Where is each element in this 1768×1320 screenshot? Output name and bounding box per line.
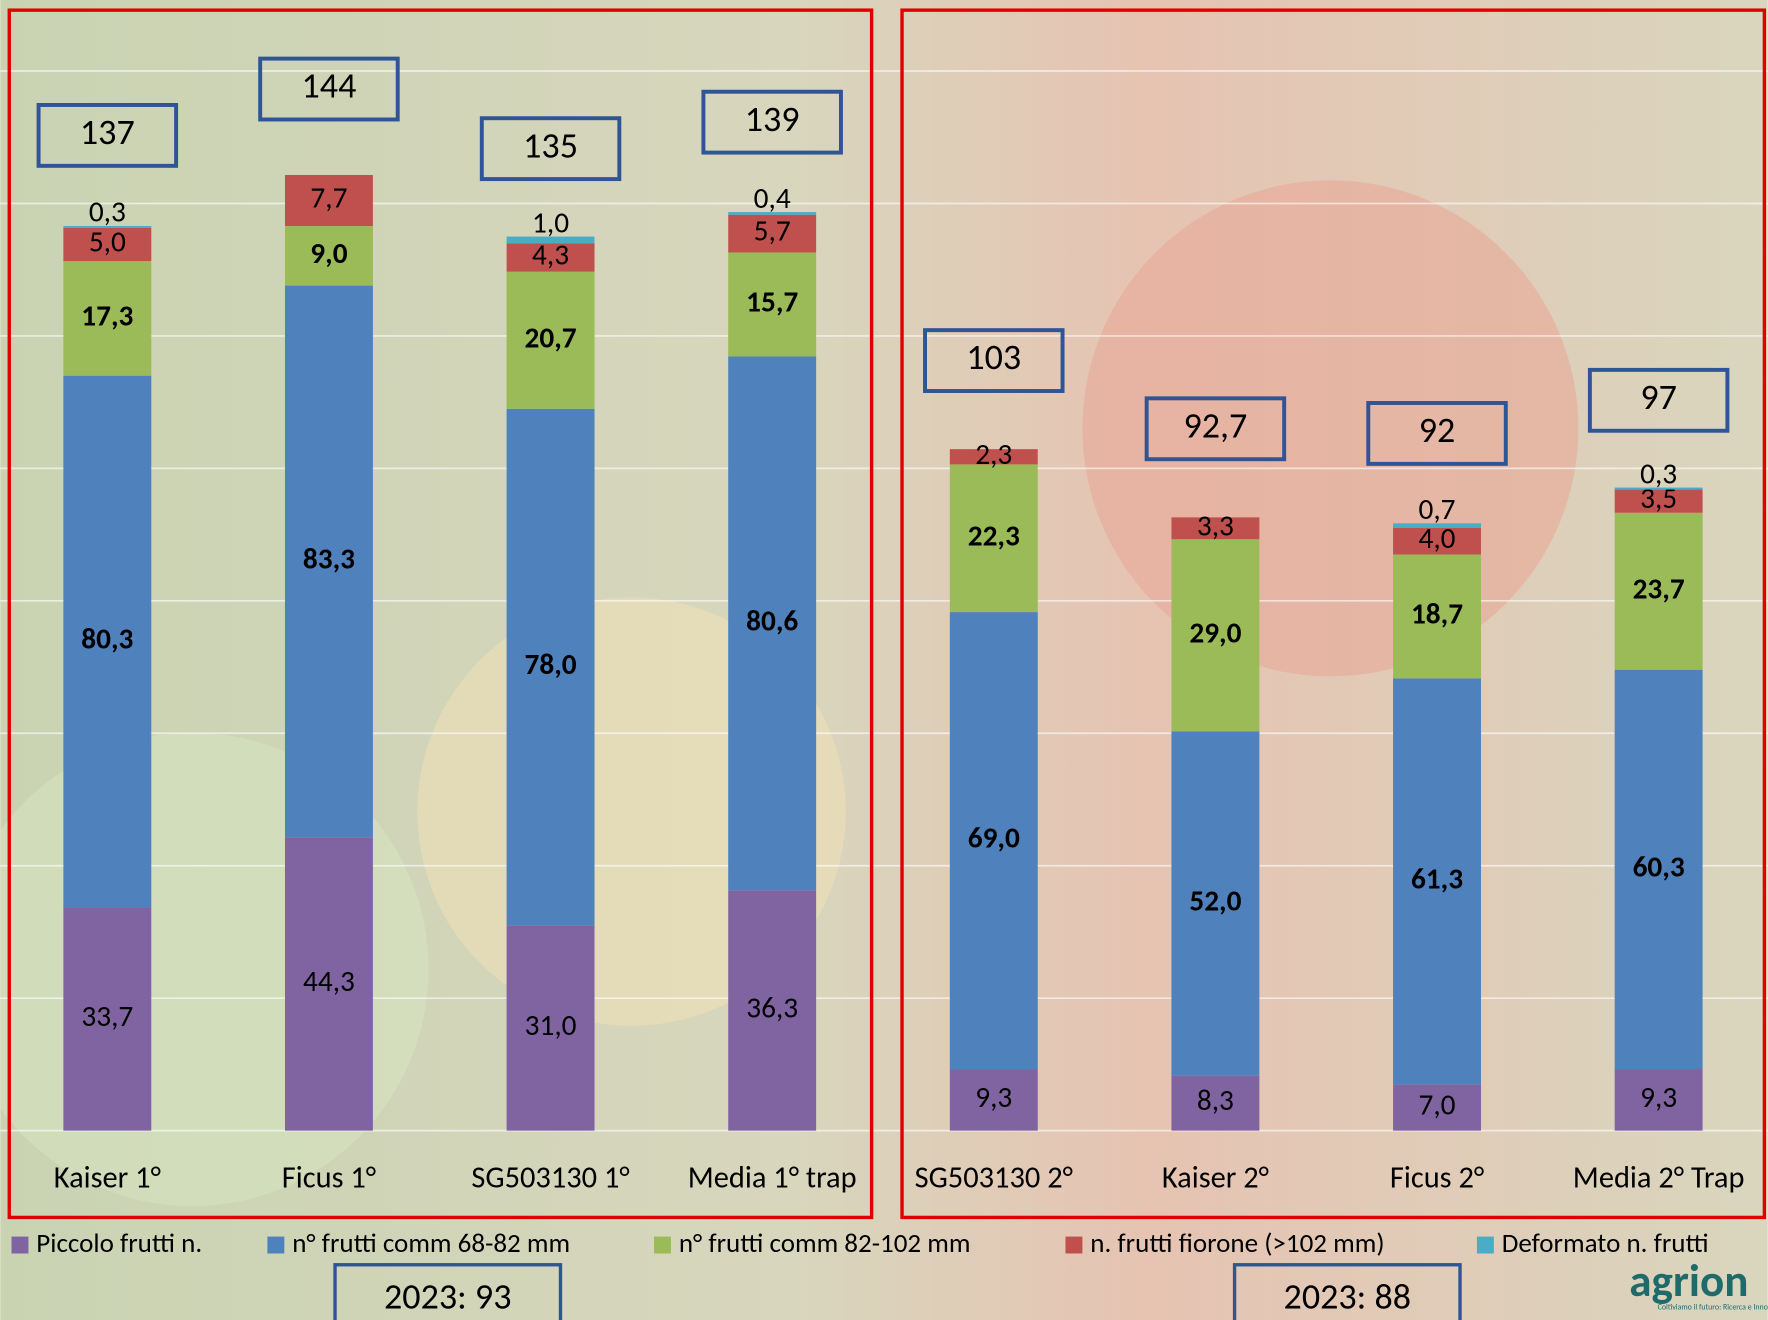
data-label: 80,3	[81, 621, 133, 657]
group-label: 2023: 93	[384, 1274, 511, 1318]
data-label: 29,0	[1189, 614, 1241, 650]
data-label: 9,0	[310, 235, 347, 271]
data-label: 83,3	[303, 541, 355, 577]
data-label: 52,0	[1189, 883, 1241, 919]
data-label: 7,7	[310, 179, 347, 215]
legend-swatch	[12, 1237, 29, 1254]
total-label: 92	[1419, 408, 1456, 452]
logo: agrion	[1629, 1254, 1748, 1309]
x-tick-label: SG503130 1°	[471, 1159, 629, 1196]
total-label: 97	[1640, 375, 1677, 419]
data-label: 60,3	[1633, 848, 1685, 884]
data-label: 69,0	[968, 820, 1020, 856]
data-label: 0,4	[754, 180, 791, 216]
x-tick-label: Media 2° Trap	[1573, 1159, 1745, 1196]
legend-swatch	[1477, 1237, 1494, 1254]
total-label: 137	[80, 110, 135, 154]
data-label: 15,7	[746, 284, 798, 320]
data-label: 33,7	[81, 998, 133, 1034]
data-label: 9,3	[975, 1079, 1012, 1115]
legend-swatch	[1065, 1237, 1082, 1254]
x-tick-label: Kaiser 2°	[1162, 1159, 1269, 1196]
total-label: 92,7	[1183, 403, 1247, 447]
data-label: 44,3	[303, 963, 355, 999]
x-tick-label: Ficus 1°	[282, 1159, 376, 1196]
logo-tagline: Coltiviamo il futuro: Ricerca e Innovazi…	[1658, 1302, 1768, 1312]
legend-swatch	[654, 1237, 671, 1254]
legend-label: Deformato n. frutti	[1502, 1227, 1709, 1260]
legend-swatch	[267, 1237, 284, 1254]
data-label: 31,0	[525, 1007, 577, 1043]
total-label: 103	[966, 335, 1021, 379]
data-label: 2,3	[975, 436, 1012, 472]
legend-label: n° frutti comm 68-82 mm	[292, 1227, 570, 1260]
group-label: 2023: 88	[1284, 1274, 1411, 1318]
data-label: 0,7	[1419, 491, 1456, 527]
x-tick-label: SG503130 2°	[915, 1159, 1073, 1196]
data-label: 8,3	[1197, 1082, 1234, 1118]
data-label: 78,0	[525, 646, 577, 682]
data-label: 9,3	[1640, 1079, 1677, 1115]
data-label: 36,3	[746, 989, 798, 1025]
data-label: 5,7	[754, 213, 791, 249]
data-label: 20,7	[525, 319, 577, 355]
x-tick-label: Kaiser 1°	[54, 1159, 161, 1196]
total-label: 144	[302, 64, 357, 108]
data-label: 61,3	[1411, 860, 1463, 896]
legend-label: Piccolo frutti n.	[36, 1227, 202, 1260]
legend-label: n. frutti fiorone (>102 mm)	[1090, 1227, 1384, 1260]
data-label: 0,3	[89, 194, 126, 230]
x-tick-label: Ficus 2°	[1390, 1159, 1484, 1196]
data-label: 3,3	[1197, 507, 1234, 543]
data-label: 22,3	[968, 517, 1020, 553]
data-label: 7,0	[1419, 1086, 1456, 1122]
data-label: 0,3	[1640, 455, 1677, 491]
legend-label: n° frutti comm 82-102 mm	[679, 1227, 971, 1260]
chart: 33,780,317,35,00,313744,383,39,07,714431…	[0, 0, 1768, 1320]
data-label: 18,7	[1411, 595, 1463, 631]
total-label: 135	[523, 123, 578, 167]
data-label: 80,6	[746, 602, 798, 638]
total-label: 139	[745, 97, 800, 141]
data-label: 17,3	[81, 297, 133, 333]
data-label: 1,0	[532, 204, 569, 240]
data-label: 23,7	[1633, 570, 1685, 606]
x-tick-label: Media 1° trap	[688, 1159, 857, 1196]
